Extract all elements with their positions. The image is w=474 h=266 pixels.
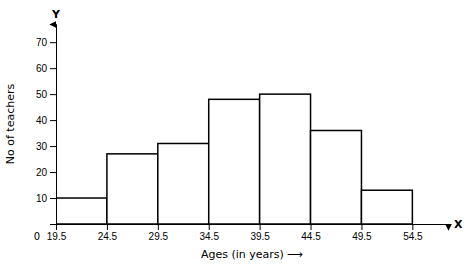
x-tick-mark	[260, 224, 261, 230]
y-tick-mark	[50, 146, 56, 147]
x-tick: 29.5	[149, 224, 169, 242]
y-axis-line	[50, 25, 57, 225]
y-tick: 70	[36, 37, 56, 48]
y-tick-mark	[50, 198, 56, 199]
x-tick: 34.5	[199, 224, 219, 242]
x-tick: 39.5	[250, 224, 270, 242]
y-tick-label: 70	[36, 37, 48, 48]
x-tick: 44.5	[301, 224, 321, 242]
y-tick: 10	[36, 193, 56, 204]
bar	[158, 143, 209, 224]
y-tick-mark	[50, 94, 56, 95]
y-tick-mark	[50, 120, 56, 121]
x-tick-mark	[107, 224, 108, 230]
x-tick-mark	[412, 224, 413, 230]
y-tick-mark	[50, 172, 56, 173]
y-tick-mark	[50, 68, 56, 69]
y-tick: 50	[36, 89, 56, 100]
origin-label: 0	[34, 231, 40, 242]
y-tick-label: 60	[36, 63, 48, 74]
annotations: X Y 0	[34, 8, 463, 242]
y-tick-mark	[50, 42, 56, 43]
x-tick-label: 19.5	[47, 231, 67, 242]
bar	[260, 94, 311, 224]
x-tick-mark	[209, 224, 210, 230]
y-axis-title: No of teachers	[4, 84, 17, 165]
bar	[56, 198, 107, 224]
y-tick: 60	[36, 63, 56, 74]
chart: 19.5 24.5 29.5 34.5 39.5 44.5 49.5 54.5 10 20 30 40…	[0, 0, 474, 266]
x-tick-label: 39.5	[250, 231, 270, 242]
x-tick-label: 44.5	[301, 231, 321, 242]
x-axis-line	[57, 225, 449, 231]
x-tick-label: 54.5	[403, 231, 423, 242]
x-tick-mark	[311, 224, 312, 230]
bars	[56, 94, 412, 224]
annotation: Y	[51, 8, 61, 21]
x-tick: 54.5	[403, 224, 423, 242]
x-tick-mark	[158, 224, 159, 230]
x-tick-label: 24.5	[98, 231, 118, 242]
y-tick-label: 20	[36, 167, 48, 178]
y-tick: 30	[36, 141, 56, 152]
annotation: X	[454, 218, 463, 231]
bar	[311, 130, 362, 224]
x-tick: 49.5	[352, 224, 372, 242]
x-tick-label: 29.5	[149, 231, 169, 242]
x-axis-title: Ages (in years) ⟶	[201, 248, 303, 261]
x-tick-mark	[361, 224, 362, 230]
y-tick: 20	[36, 167, 56, 178]
y-tick-label: 30	[36, 141, 48, 152]
bar	[361, 190, 412, 224]
x-tick: 19.5	[47, 224, 67, 242]
y-axis: 10 20 30 40 50 60 70	[36, 25, 57, 225]
y-tick-label: 40	[36, 115, 48, 126]
bar	[107, 154, 158, 224]
y-tick-label: 10	[36, 193, 48, 204]
y-tick: 40	[36, 115, 56, 126]
bar	[209, 99, 260, 224]
x-tick-label: 49.5	[352, 231, 372, 242]
y-tick-label: 50	[36, 89, 48, 100]
plot: 19.5 24.5 29.5 34.5 39.5 44.5 49.5 54.5 10 20 30 40…	[36, 25, 449, 243]
x-axis: 19.5 24.5 29.5 34.5 39.5 44.5 49.5 54.5	[47, 224, 449, 242]
x-tick: 24.5	[98, 224, 118, 242]
x-tick-label: 34.5	[199, 231, 219, 242]
